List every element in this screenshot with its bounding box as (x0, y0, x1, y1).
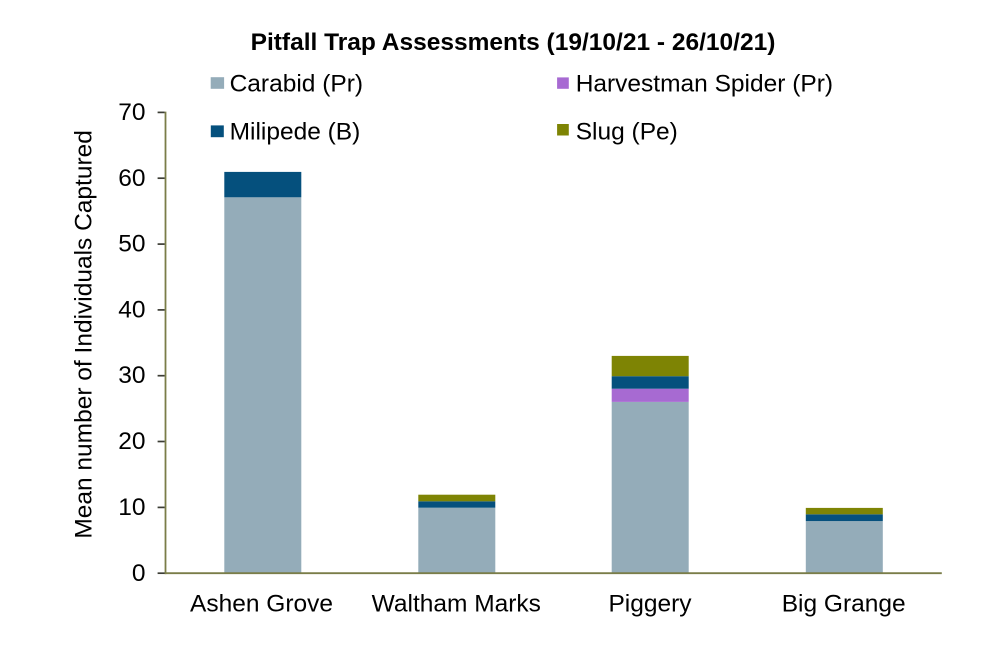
svg-text:Carabid (Pr): Carabid (Pr) (230, 71, 363, 98)
svg-text:Mean number of Individuals Cap: Mean number of Individuals Captured (71, 130, 98, 539)
svg-text:Piggery: Piggery (608, 591, 692, 618)
svg-text:Ashen Grove: Ashen Grove (190, 591, 333, 618)
svg-text:50: 50 (118, 231, 145, 258)
svg-text:Slug (Pe): Slug (Pe) (576, 119, 678, 146)
svg-text:Waltham Marks: Waltham Marks (372, 591, 541, 618)
svg-text:0: 0 (132, 560, 146, 587)
svg-text:Big Grange: Big Grange (782, 591, 906, 618)
svg-text:20: 20 (118, 428, 145, 455)
svg-text:Milipede (B): Milipede (B) (230, 119, 361, 146)
svg-text:70: 70 (118, 99, 145, 126)
svg-text:Pitfall Trap Assessments (19/1: Pitfall Trap Assessments (19/10/21 - 26/… (251, 29, 776, 56)
svg-text:30: 30 (118, 362, 145, 389)
svg-text:60: 60 (118, 165, 145, 192)
svg-text:10: 10 (118, 494, 145, 521)
svg-text:Harvestman Spider (Pr): Harvestman Spider (Pr) (576, 71, 833, 98)
svg-text:40: 40 (118, 296, 145, 323)
